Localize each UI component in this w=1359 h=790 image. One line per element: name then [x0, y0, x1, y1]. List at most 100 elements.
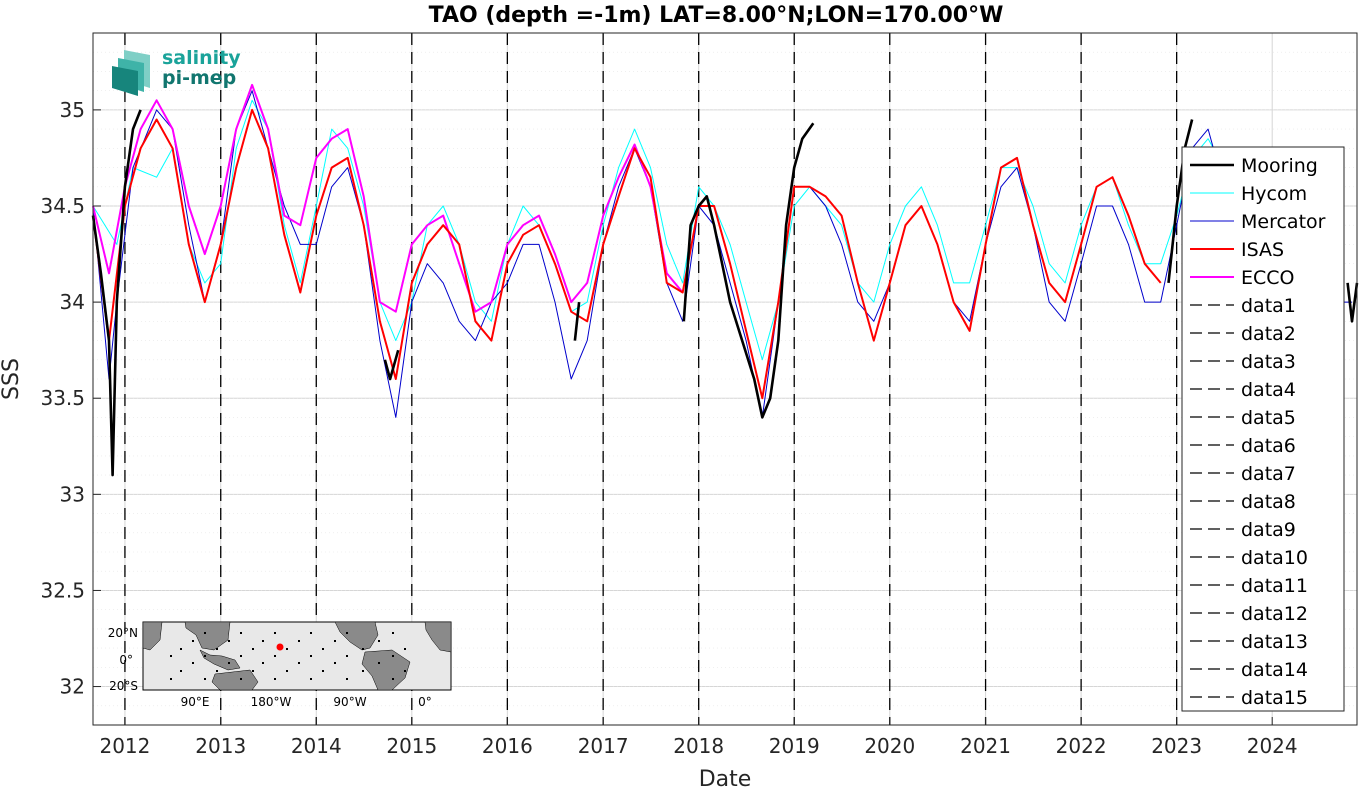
plot-frame: [92, 32, 1358, 726]
series-line-mooring: [1346, 282, 1359, 323]
x-tick-label: 2016: [482, 734, 533, 758]
salinity-pi-mep-logo: salinity pi-mep: [112, 47, 241, 96]
legend-label: data2: [1241, 323, 1296, 345]
y-tick-label: 34: [60, 290, 85, 314]
inset-buoy-dot: [192, 640, 194, 642]
legend-label: data13: [1241, 631, 1308, 653]
inset-lat-20n: 20°N: [108, 626, 138, 640]
legend-label: data6: [1241, 435, 1296, 457]
x-tick-label: 2013: [195, 734, 246, 758]
inset-buoy-dot: [298, 640, 300, 642]
x-tick-label: 2015: [386, 734, 437, 758]
series-line-hycom: [92, 99, 1241, 361]
x-tick-label: 2020: [864, 734, 915, 758]
inset-land-africa: [142, 621, 163, 651]
inset-lat-0: 0°: [119, 653, 133, 667]
series-line-mooring: [682, 122, 815, 419]
inset-buoy-dot: [252, 648, 254, 650]
inset-buoy-dot: [204, 678, 206, 680]
legend-label: data1: [1241, 295, 1296, 317]
inset-buoy-dot: [262, 640, 264, 642]
inset-buoy-dot: [404, 670, 406, 672]
series-line-mooring: [1167, 119, 1194, 284]
logo-icon: [112, 50, 150, 96]
inset-location-marker: [276, 643, 284, 651]
legend-label: data7: [1241, 463, 1296, 485]
inset-buoy-dot: [310, 632, 312, 634]
inset-land-africa-east: [424, 621, 452, 653]
legend-label: Mooring: [1241, 155, 1318, 177]
inset-buoy-dot: [262, 662, 264, 664]
legend-box: [1181, 146, 1345, 712]
x-tick-label: 2024: [1247, 734, 1298, 758]
inset-buoy-dot: [228, 662, 230, 664]
inset-map: 20°N 0° 20°S 90°E 180°W 90°W 0°: [108, 621, 452, 709]
vertical-markers: [124, 33, 1178, 725]
inset-buoy-dot: [346, 632, 348, 634]
inset-buoy-dot: [362, 648, 364, 650]
x-tick-label: 2022: [1056, 734, 1107, 758]
y-tick-label: 33.5: [40, 386, 85, 410]
x-tick-label: 2021: [960, 734, 1011, 758]
inset-buoy-dot: [310, 678, 312, 680]
y-tick-label: 32: [60, 675, 85, 699]
inset-buoy-dot: [252, 670, 254, 672]
inset-lat-20s: 20°S: [109, 679, 138, 693]
inset-buoy-dot: [204, 655, 206, 657]
inset-buoy-dot: [286, 670, 288, 672]
inset-buoy-dot: [392, 678, 394, 680]
legend-label: data9: [1241, 519, 1296, 541]
inset-lon-0: 0°: [418, 695, 432, 709]
legend: Mooring Hycom Mercator ISAS ECCO data1 data2 da…: [1181, 146, 1345, 712]
inset-land-asia: [184, 621, 231, 651]
inset-buoy-dot: [170, 655, 172, 657]
legend-label: data4: [1241, 379, 1296, 401]
inset-buoy-dot: [286, 648, 288, 650]
inset-buoy-dot: [240, 678, 242, 680]
legend-label: Mercator: [1241, 211, 1326, 233]
inset-lon-90e: 90°E: [181, 695, 210, 709]
series-line-mooring: [91, 109, 142, 477]
inset-land-indonesia: [199, 649, 241, 671]
inset-buoy-dot: [216, 670, 218, 672]
series-line-mooring: [573, 301, 581, 341]
inset-buoy-dot: [240, 655, 242, 657]
inset-land-south-america: [361, 649, 411, 691]
x-tick-label: 2012: [99, 734, 150, 758]
inset-buoy-dot: [204, 632, 206, 634]
inset-buoy-dot: [274, 655, 276, 657]
x-tick-label: 2017: [578, 734, 629, 758]
inset-buoy-dot: [392, 632, 394, 634]
y-tick-label: 34.5: [40, 194, 85, 218]
legend-label: data12: [1241, 603, 1308, 625]
x-tick-label: 2019: [769, 734, 820, 758]
series-line-ecco: [92, 83, 684, 313]
inset-land-north-america: [334, 621, 379, 651]
logo-line1: salinity: [162, 47, 241, 69]
legend-label: data15: [1241, 687, 1308, 709]
inset-lon-180w: 180°W: [251, 695, 292, 709]
inset-buoy-dot: [298, 662, 300, 664]
series-layer: [91, 83, 1359, 477]
inset-buoy-dot: [192, 662, 194, 664]
inset-buoy-dot: [378, 662, 380, 664]
y-axis-ticks: 32 32.5 33 33.5 34 34.5 35: [40, 98, 101, 699]
inset-buoy-dot: [346, 678, 348, 680]
inset-buoy-dot: [274, 678, 276, 680]
legend-label: ISAS: [1241, 239, 1284, 261]
inset-buoy-dot: [322, 648, 324, 650]
y-axis-label: SSS: [0, 358, 24, 400]
inset-buoy-dot: [334, 640, 336, 642]
logo-line2: pi-mep: [162, 67, 236, 89]
inset-buoy-dot: [346, 655, 348, 657]
inset-buoy-dot: [180, 648, 182, 650]
legend-label: data8: [1241, 491, 1296, 513]
inset-buoy-dot: [378, 640, 380, 642]
x-axis-ticks: 2012 2013 2014 2015 2016 2017 2018 2019 2020 2021…: [99, 717, 1298, 758]
legend-label: Hycom: [1241, 183, 1307, 205]
series-line-mercator: [92, 90, 1352, 418]
inset-buoy-dot: [392, 655, 394, 657]
y-tick-label: 33: [60, 482, 85, 506]
legend-label: data5: [1241, 407, 1296, 429]
